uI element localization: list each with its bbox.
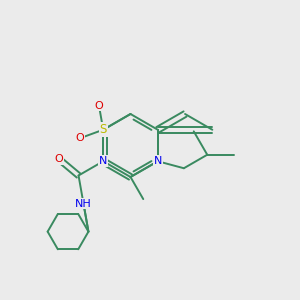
Text: O: O — [94, 100, 103, 110]
Text: NH: NH — [75, 199, 92, 208]
Text: O: O — [55, 154, 63, 164]
Text: S: S — [100, 123, 107, 136]
Text: N: N — [154, 156, 162, 166]
Text: N: N — [99, 156, 107, 166]
Text: O: O — [76, 133, 85, 143]
